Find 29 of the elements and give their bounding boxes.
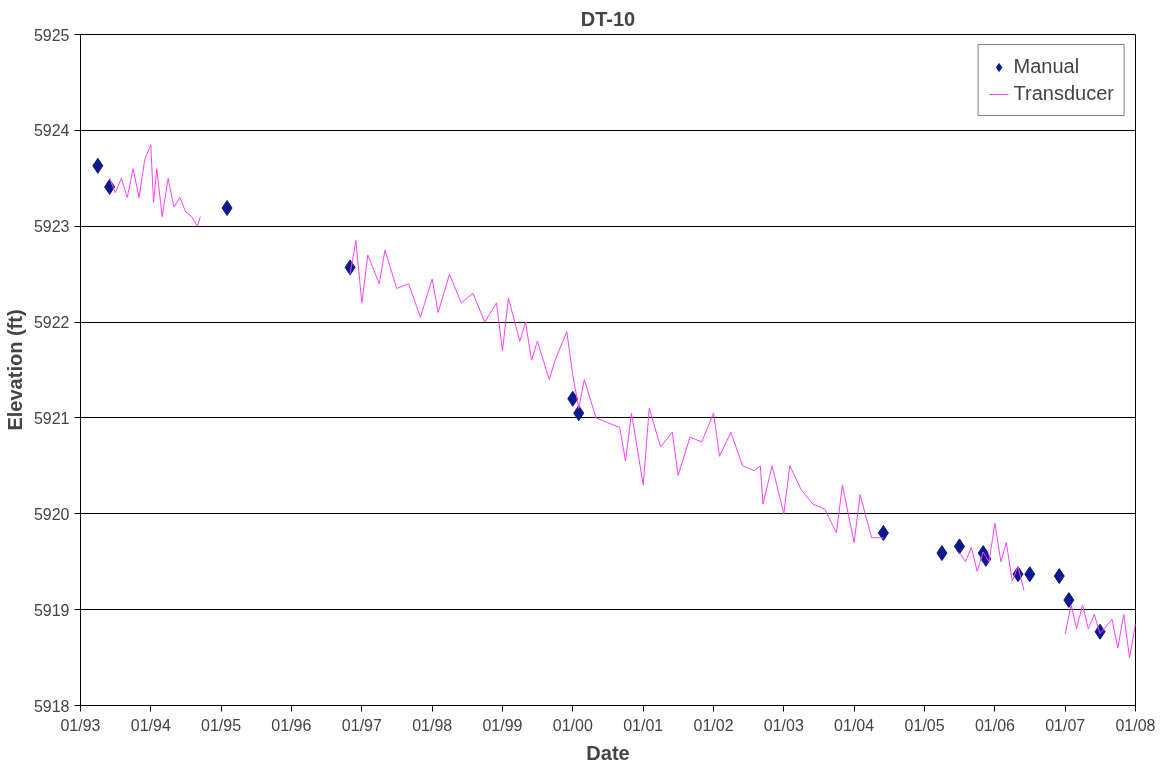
legend-label: Transducer bbox=[1013, 82, 1114, 105]
y-tick-label: 5919 bbox=[33, 601, 70, 619]
y-tick-label: 5918 bbox=[33, 697, 70, 715]
y-tick-label: 5921 bbox=[33, 409, 70, 427]
x-tick-label: 01/02 bbox=[693, 716, 734, 734]
chart-title: DT-10 bbox=[580, 7, 636, 30]
x-tick-label: 01/06 bbox=[974, 716, 1016, 734]
x-tick-label: 01/00 bbox=[552, 716, 593, 734]
x-tick-label: 01/07 bbox=[1045, 716, 1086, 734]
x-tick-label: 01/94 bbox=[130, 716, 171, 734]
y-tick-label: 5922 bbox=[33, 314, 70, 332]
y-tick-label: 5924 bbox=[33, 122, 70, 140]
x-tick-label: 01/93 bbox=[60, 716, 101, 734]
x-tick-label: 01/01 bbox=[623, 716, 664, 734]
x-tick-label: 01/99 bbox=[482, 716, 523, 734]
x-tick-label: 01/95 bbox=[201, 716, 242, 734]
y-tick-label: 5925 bbox=[33, 26, 70, 44]
x-tick-label: 01/08 bbox=[1115, 716, 1156, 734]
y-tick-label: 5920 bbox=[33, 505, 70, 523]
x-tick-label: 01/05 bbox=[904, 716, 945, 734]
legend-label: Manual bbox=[1013, 55, 1080, 78]
x-tick-label: 01/98 bbox=[412, 716, 453, 734]
y-tick-label: 5923 bbox=[33, 218, 70, 236]
x-tick-label: 01/97 bbox=[341, 716, 382, 734]
y-axis-title: Elevation (ft) bbox=[3, 309, 26, 431]
x-tick-label: 01/04 bbox=[834, 716, 875, 734]
x-axis-title: Date bbox=[586, 741, 630, 764]
x-tick-label: 01/96 bbox=[271, 716, 312, 734]
x-tick-label: 01/03 bbox=[763, 716, 804, 734]
